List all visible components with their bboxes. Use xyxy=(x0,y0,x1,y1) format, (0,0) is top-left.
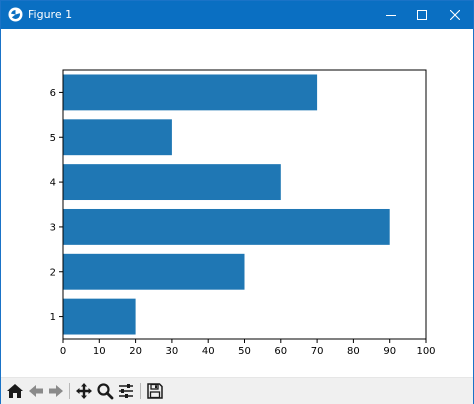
save-icon xyxy=(147,383,163,399)
x-tick-label: 70 xyxy=(311,346,324,357)
toolbar-separator xyxy=(140,383,141,399)
y-tick-label: 1 xyxy=(50,312,56,323)
y-tick-label: 4 xyxy=(50,178,56,189)
x-tick-label: 50 xyxy=(238,346,251,357)
bar-6 xyxy=(63,74,318,111)
bar-2 xyxy=(63,253,245,290)
minimize-button[interactable] xyxy=(373,1,409,29)
x-tick-label: 30 xyxy=(166,346,179,357)
bar-3 xyxy=(63,208,390,245)
maximize-icon xyxy=(417,10,427,20)
title-bar[interactable]: Figure 1 xyxy=(1,1,473,29)
x-tick-label: 0 xyxy=(60,346,66,357)
bar-4 xyxy=(63,164,281,201)
maximize-button[interactable] xyxy=(404,1,440,29)
window-title: Figure 1 xyxy=(28,8,73,21)
y-tick-label: 3 xyxy=(50,222,56,233)
back-arrow-icon xyxy=(29,385,43,397)
y-tick-label: 2 xyxy=(50,267,56,278)
x-tick-label: 10 xyxy=(93,346,106,357)
x-tick-label: 40 xyxy=(202,346,215,357)
forward-button[interactable] xyxy=(46,381,66,401)
y-tick-label: 6 xyxy=(50,88,56,99)
x-tick-label: 100 xyxy=(416,346,435,357)
x-tick-label: 90 xyxy=(383,346,396,357)
y-tick-label: 5 xyxy=(50,133,56,144)
bar-1 xyxy=(63,298,136,335)
back-button[interactable] xyxy=(26,381,46,401)
configure-subplots-button[interactable] xyxy=(116,381,136,401)
configure-subplots-icon xyxy=(119,384,133,398)
pan-icon xyxy=(76,383,92,399)
forward-arrow-icon xyxy=(49,385,63,397)
close-button[interactable] xyxy=(437,1,473,29)
zoom-button[interactable] xyxy=(95,381,115,401)
navigation-toolbar xyxy=(1,377,473,404)
pan-button[interactable] xyxy=(74,381,94,401)
home-icon xyxy=(7,384,23,398)
minimize-icon xyxy=(386,15,396,16)
save-button[interactable] xyxy=(145,381,165,401)
x-tick-label: 20 xyxy=(129,346,142,357)
close-icon xyxy=(450,10,460,20)
matplotlib-logo-icon xyxy=(8,7,23,22)
figure-canvas[interactable]: 0 10 20 30 40 50 60 70 80 90 100 1 2 3 4 5 6 xyxy=(1,29,473,377)
x-tick-label: 80 xyxy=(347,346,360,357)
zoom-icon xyxy=(97,383,114,400)
x-tick-label: 60 xyxy=(274,346,287,357)
toolbar-separator xyxy=(69,383,70,399)
home-button[interactable] xyxy=(5,381,25,401)
bar-5 xyxy=(63,119,172,156)
bar-chart: 0 10 20 30 40 50 60 70 80 90 100 1 2 3 4 5 6 xyxy=(50,69,436,357)
